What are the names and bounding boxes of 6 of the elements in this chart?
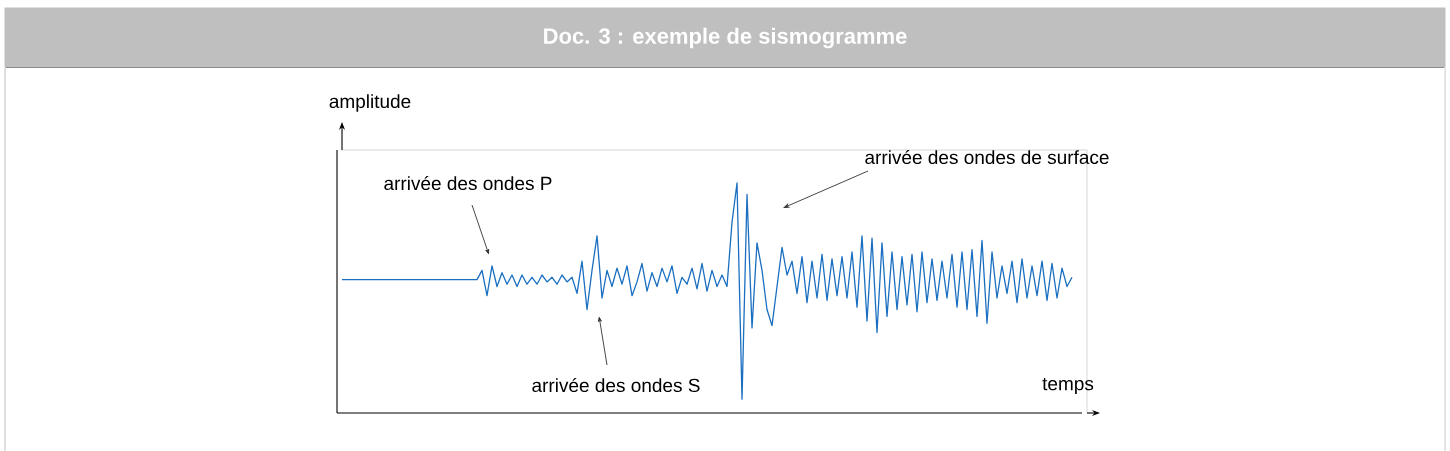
y-axis-title: amplitude [329, 94, 411, 112]
chart-title: Doc. 3 : exemple de sismogramme [544, 27, 907, 49]
x-axis-title: temps [1042, 377, 1094, 395]
text: arrivée des ondes de surface [865, 149, 1109, 165]
annotation: arrivée des ondes P [384, 175, 552, 191]
annotation: arrivée des ondes S [532, 377, 700, 393]
